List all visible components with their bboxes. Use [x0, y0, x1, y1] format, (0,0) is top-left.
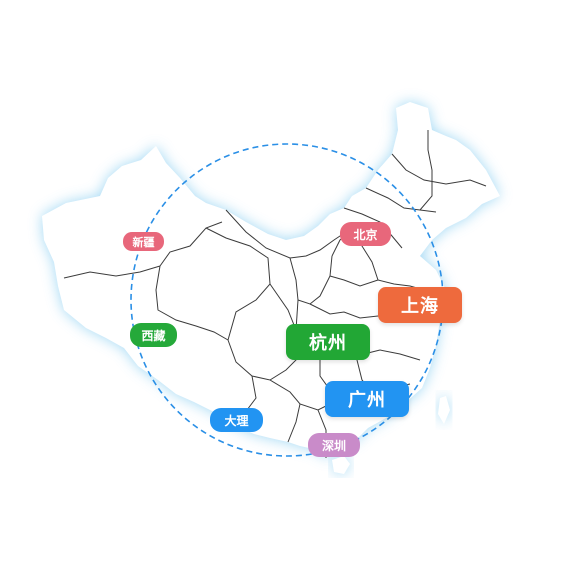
- city-tag-xinjiang[interactable]: 新疆: [123, 232, 164, 251]
- city-tag-xizang[interactable]: 西藏: [130, 323, 177, 347]
- city-tag-dali[interactable]: 大理: [210, 408, 263, 432]
- map-land: [42, 102, 500, 474]
- city-tag-shenzhen[interactable]: 深圳: [308, 433, 360, 457]
- city-tag-hangzhou[interactable]: 杭州: [286, 324, 370, 360]
- city-tag-beijing[interactable]: 北京: [340, 222, 391, 246]
- city-tag-guangzhou[interactable]: 广州: [325, 381, 409, 417]
- city-tag-shanghai[interactable]: 上海: [378, 287, 462, 323]
